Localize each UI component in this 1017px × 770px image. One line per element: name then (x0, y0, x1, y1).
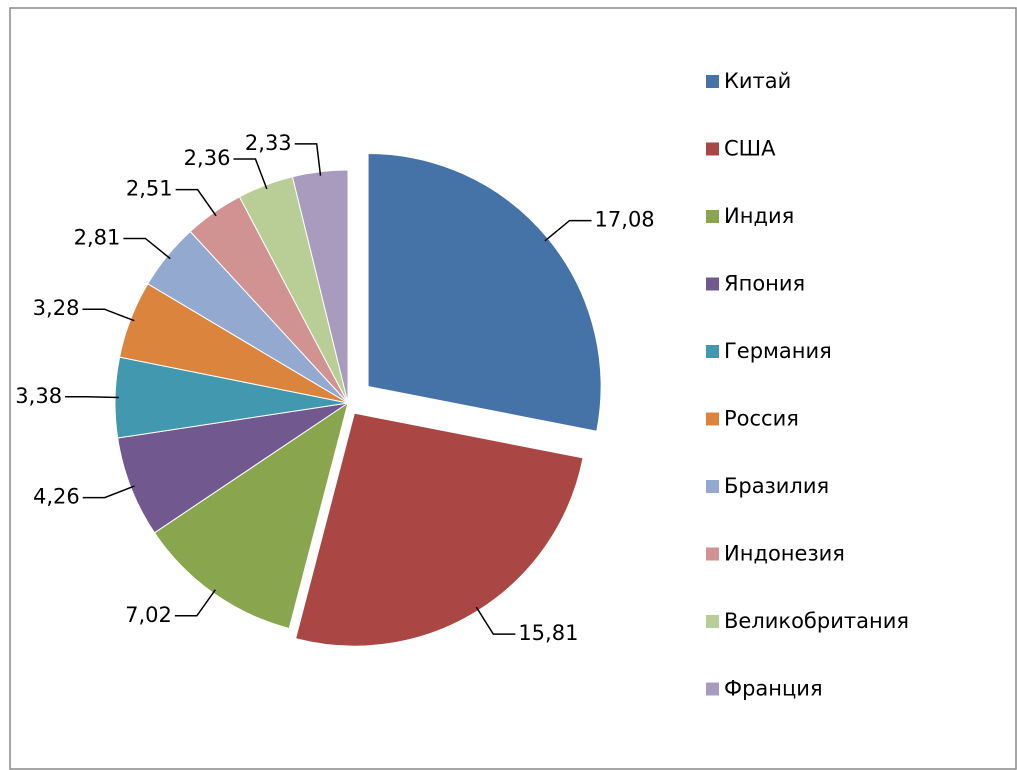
leader-line (294, 143, 322, 176)
leader-line (544, 219, 592, 242)
legend-label: США (724, 137, 776, 161)
data-label: 3,28 (33, 296, 80, 320)
leader-line (82, 485, 135, 499)
pie-slice (367, 152, 602, 432)
data-label: 2,33 (245, 131, 292, 155)
legend-label: Япония (724, 272, 805, 296)
pie-slice (294, 412, 584, 647)
data-label: 2,51 (126, 177, 173, 201)
data-label: 4,26 (33, 485, 80, 509)
leader-line (475, 606, 516, 635)
legend-label: Индонезия (724, 542, 845, 566)
legend-label: Китай (724, 69, 791, 93)
leader-line (82, 308, 135, 322)
legend-swatch (706, 412, 719, 426)
data-label: 15,81 (518, 621, 578, 645)
data-label: 17,08 (595, 208, 655, 232)
legend-label: Франция (724, 677, 823, 701)
legend-label: Бразилия (724, 474, 829, 498)
leader-line (123, 237, 171, 260)
legend-label: Россия (724, 407, 799, 431)
legend-swatch (706, 142, 719, 156)
leader-line (65, 396, 120, 399)
legend-swatch (706, 345, 719, 358)
legend-swatch (706, 210, 719, 223)
leader-line (233, 158, 268, 190)
legend-swatch (706, 615, 719, 628)
legend-label: Великобритания (724, 609, 909, 633)
legend-swatch (706, 480, 719, 493)
legend-swatch (706, 75, 719, 88)
legend-label: Индия (724, 204, 794, 228)
data-label: 2,36 (184, 146, 231, 170)
data-label: 3,38 (15, 384, 62, 408)
data-label: 2,81 (74, 225, 121, 249)
legend-label: Германия (724, 339, 832, 363)
legend-swatch (706, 682, 719, 696)
legend-swatch (706, 547, 719, 561)
leader-line (175, 188, 217, 217)
leader-line (174, 589, 217, 617)
legend-swatch (706, 277, 719, 291)
chart-frame (9, 7, 1017, 770)
data-label: 7,02 (125, 603, 172, 627)
